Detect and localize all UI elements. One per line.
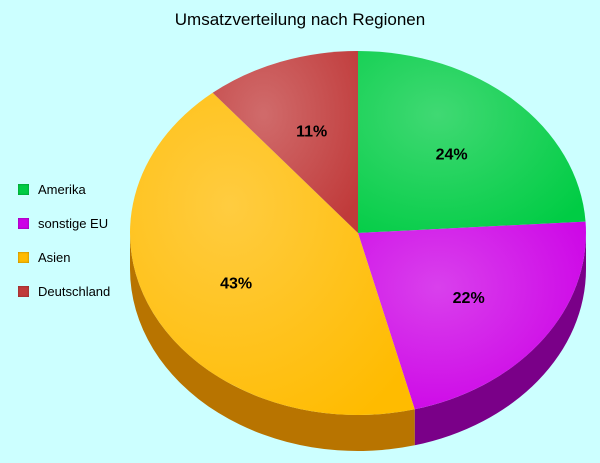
legend-label-asien: Asien bbox=[38, 249, 71, 265]
legend-item-asien: Asien bbox=[18, 240, 110, 274]
legend: Amerika sonstige EU Asien Deutschland bbox=[18, 172, 110, 308]
legend-label-sonstige-eu: sonstige EU bbox=[38, 215, 109, 231]
pie-label-amerika: 24% bbox=[436, 146, 468, 163]
pie-side-sonstige-eu bbox=[414, 233, 586, 446]
pie-tops bbox=[129, 51, 586, 415]
legend-swatch-amerika bbox=[18, 183, 29, 195]
pie-slice-asien bbox=[129, 92, 415, 415]
pie-label-sonstige-eu: 22% bbox=[453, 290, 485, 307]
chart-title: Umsatzverteilung nach Regionen bbox=[174, 10, 426, 29]
pie-sides bbox=[130, 233, 586, 452]
pie-slice-sonstige-eu bbox=[358, 221, 586, 410]
legend-swatch-deutschland bbox=[18, 285, 29, 297]
legend-label-amerika: Amerika bbox=[38, 181, 86, 197]
legend-label-deutschland: Deutschland bbox=[38, 283, 111, 299]
legend-item-sonstige-eu: sonstige EU bbox=[18, 206, 110, 240]
legend-swatch-asien bbox=[18, 251, 29, 263]
legend-item-amerika: Amerika bbox=[18, 172, 110, 206]
pie-label-deutschland: 11% bbox=[296, 123, 327, 140]
pie-label-asien: 43% bbox=[220, 276, 252, 293]
pie-side-asien bbox=[130, 233, 415, 452]
pie-slice-amerika bbox=[358, 51, 586, 233]
legend-item-deutschland: Deutschland bbox=[18, 274, 110, 308]
pie-labels: 24% 22% 43% 11% bbox=[220, 123, 485, 307]
legend-swatch-sonstige-eu bbox=[18, 217, 29, 229]
pie-slice-deutschland bbox=[212, 51, 358, 233]
